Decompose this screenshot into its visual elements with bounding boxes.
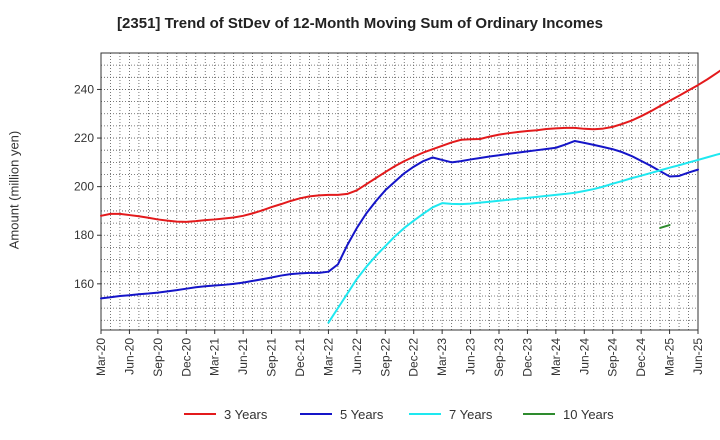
x-tick-label: Jun-20 [122, 338, 136, 375]
x-tick-label: Jun-24 [577, 338, 591, 375]
x-tick-label: Jun-21 [236, 338, 250, 375]
x-tick-label: Sep-22 [378, 338, 392, 377]
x-tick-label: Dec-21 [293, 338, 307, 377]
x-tick-labels: Mar-20 Jun-20 Sep-20 Dec-20 Mar-21 Jun-21 Sep-… [94, 330, 705, 377]
x-tick-label: Mar-21 [208, 338, 222, 376]
x-tick-label: Dec-24 [634, 338, 648, 377]
x-tick-label: Dec-23 [520, 338, 534, 377]
legend-label: 7 Years [449, 407, 493, 422]
legend-label: 3 Years [224, 407, 268, 422]
x-tick-label: Sep-23 [492, 338, 506, 377]
x-tick-label: Sep-21 [265, 338, 279, 377]
x-tick-label: Mar-24 [549, 338, 563, 376]
y-tick-label: 220 [74, 131, 94, 145]
plot-frame [100, 52, 699, 331]
series-line-10-years [659, 224, 671, 229]
x-tick-label: Mar-20 [94, 338, 108, 376]
x-tick-label: Jun-23 [464, 338, 478, 375]
series-line-5-years [100, 139, 699, 300]
y-tick-label: 160 [74, 277, 94, 291]
x-tick-label: Mar-22 [321, 338, 335, 376]
grid [101, 53, 698, 330]
x-tick-label: Jun-25 [691, 338, 705, 375]
chart-title: [2351] Trend of StDev of 12-Month Moving… [117, 15, 603, 32]
y-tick-label: 200 [74, 180, 94, 194]
x-tick-label: Mar-23 [435, 338, 449, 376]
series-line-3-years [100, 69, 720, 223]
x-tick-label: Sep-24 [606, 338, 620, 377]
legend: 3 Years 5 Years 7 Years 10 Years [184, 407, 614, 422]
x-tick-label: Mar-25 [663, 338, 677, 376]
x-tick-label: Sep-20 [151, 338, 165, 377]
legend-label: 10 Years [563, 407, 614, 422]
x-tick-label: Dec-22 [407, 338, 421, 377]
series-line-7-years [327, 152, 720, 324]
y-tick-label: 240 [74, 82, 94, 96]
y-tick-labels: 160 180 200 220 240 [74, 82, 101, 291]
x-tick-label: Jun-22 [350, 338, 364, 375]
legend-label: 5 Years [340, 407, 384, 422]
x-tick-label: Dec-20 [179, 338, 193, 377]
series-lines [100, 69, 720, 324]
y-tick-label: 180 [74, 228, 94, 242]
